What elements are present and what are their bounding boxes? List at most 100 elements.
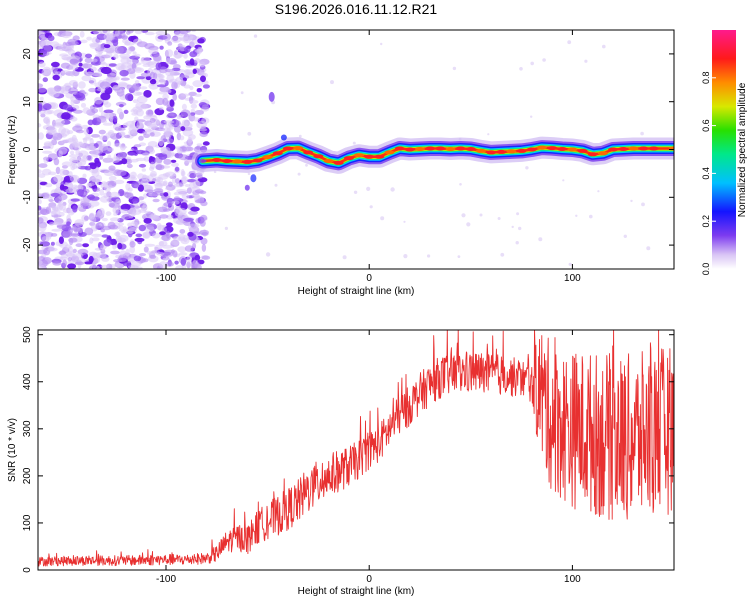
noise-speck [90, 216, 97, 224]
noise-speck [202, 141, 210, 146]
noise-speck [125, 248, 130, 257]
noise-speck [180, 257, 187, 266]
noise-speck [148, 156, 157, 165]
noise-speck [84, 165, 92, 171]
noise-speck [191, 263, 202, 269]
noise-speck [178, 252, 188, 256]
faint-speck [265, 252, 271, 257]
ridge-peak [384, 150, 395, 155]
spectrogram-x-tick-label: 100 [564, 273, 581, 284]
noise-speck [181, 119, 188, 128]
noise-speck [175, 178, 180, 184]
noise-speck [143, 246, 149, 253]
noise-speck [162, 257, 168, 261]
noise-speck [38, 223, 47, 232]
noise-speck [51, 228, 62, 232]
noise-speck [38, 259, 43, 266]
ridge-peak [608, 147, 618, 152]
noise-speck [158, 240, 164, 247]
ridge-peak [547, 146, 558, 151]
faint-speck [640, 131, 644, 136]
noise-speck [202, 84, 210, 89]
noise-speck [149, 161, 156, 170]
noise-speck [38, 249, 48, 255]
noise-speck [68, 227, 74, 234]
noise-speck [72, 104, 80, 110]
noise-speck [65, 41, 73, 47]
noise-speck [199, 131, 208, 138]
noise-speck [165, 187, 173, 191]
noise-speck [144, 189, 154, 193]
noise-speck [69, 80, 78, 86]
noise-speck [81, 124, 89, 129]
noise-speck [201, 243, 207, 252]
noise-speck [126, 30, 131, 35]
noise-speck [61, 139, 66, 144]
noise-speck [94, 181, 100, 186]
noise-speck [87, 155, 93, 161]
noise-speck [109, 191, 121, 198]
noise-speck [83, 215, 89, 221]
noise-speck [84, 57, 93, 64]
ridge-peak [272, 151, 283, 156]
noise-speck [68, 64, 79, 71]
spectrogram-x-tick-label: 0 [366, 273, 372, 284]
noise-speck [84, 227, 94, 236]
noise-speck [201, 104, 210, 110]
spectral-ridge [191, 136, 674, 174]
noise-speck [171, 200, 180, 205]
faint-speck [597, 190, 600, 193]
noise-speck [66, 221, 71, 226]
noise-speck [72, 253, 84, 258]
noise-speck [179, 192, 187, 196]
noise-speck [75, 92, 86, 101]
noise-speck [155, 164, 165, 171]
noise-speck [156, 222, 162, 231]
snr-x-tick-label: -100 [156, 574, 176, 585]
noise-speck [187, 137, 193, 144]
noise-speck [134, 237, 145, 242]
noise-speck [43, 117, 49, 124]
noise-speck [88, 255, 94, 263]
ridge-peak [577, 148, 588, 153]
noise-speck [88, 200, 100, 207]
ridge-peak [354, 153, 364, 158]
noise-speck [143, 193, 148, 199]
noise-speck [147, 148, 156, 155]
noise-speck [89, 138, 94, 146]
ridge-peak [567, 147, 578, 152]
noise-speck [43, 156, 49, 164]
noise-speck [168, 80, 173, 84]
noise-speck [60, 128, 71, 137]
noise-speck [101, 234, 109, 238]
noise-speck [179, 229, 186, 234]
noise-speck [50, 192, 60, 197]
noise-speck [159, 79, 167, 85]
noise-speck [82, 173, 87, 179]
ridge-peak [303, 150, 314, 155]
ridge-peak [211, 158, 222, 162]
noise-speck [184, 245, 194, 252]
snr-x-tick-label: 0 [366, 574, 372, 585]
noise-speck [107, 140, 112, 147]
ridge-peak [557, 147, 568, 151]
noise-speck [100, 181, 108, 189]
noise-speck [38, 41, 45, 50]
noise-speck [50, 241, 55, 246]
ridge-peak [638, 146, 649, 151]
noise-speck [107, 221, 116, 230]
faint-speck [641, 202, 645, 207]
noise-speck [96, 209, 105, 217]
noise-speck [93, 96, 103, 105]
noise-speck [101, 217, 108, 222]
faint-speck [240, 91, 244, 95]
noise-speck [61, 161, 73, 167]
noise-speck [75, 165, 81, 169]
noise-speck [41, 168, 52, 176]
noise-speck [108, 175, 117, 181]
faint-speck [487, 133, 490, 136]
noise-speck [47, 247, 58, 252]
noise-speck [60, 253, 69, 259]
noise-speck [89, 237, 94, 244]
noise-speck [100, 92, 111, 101]
